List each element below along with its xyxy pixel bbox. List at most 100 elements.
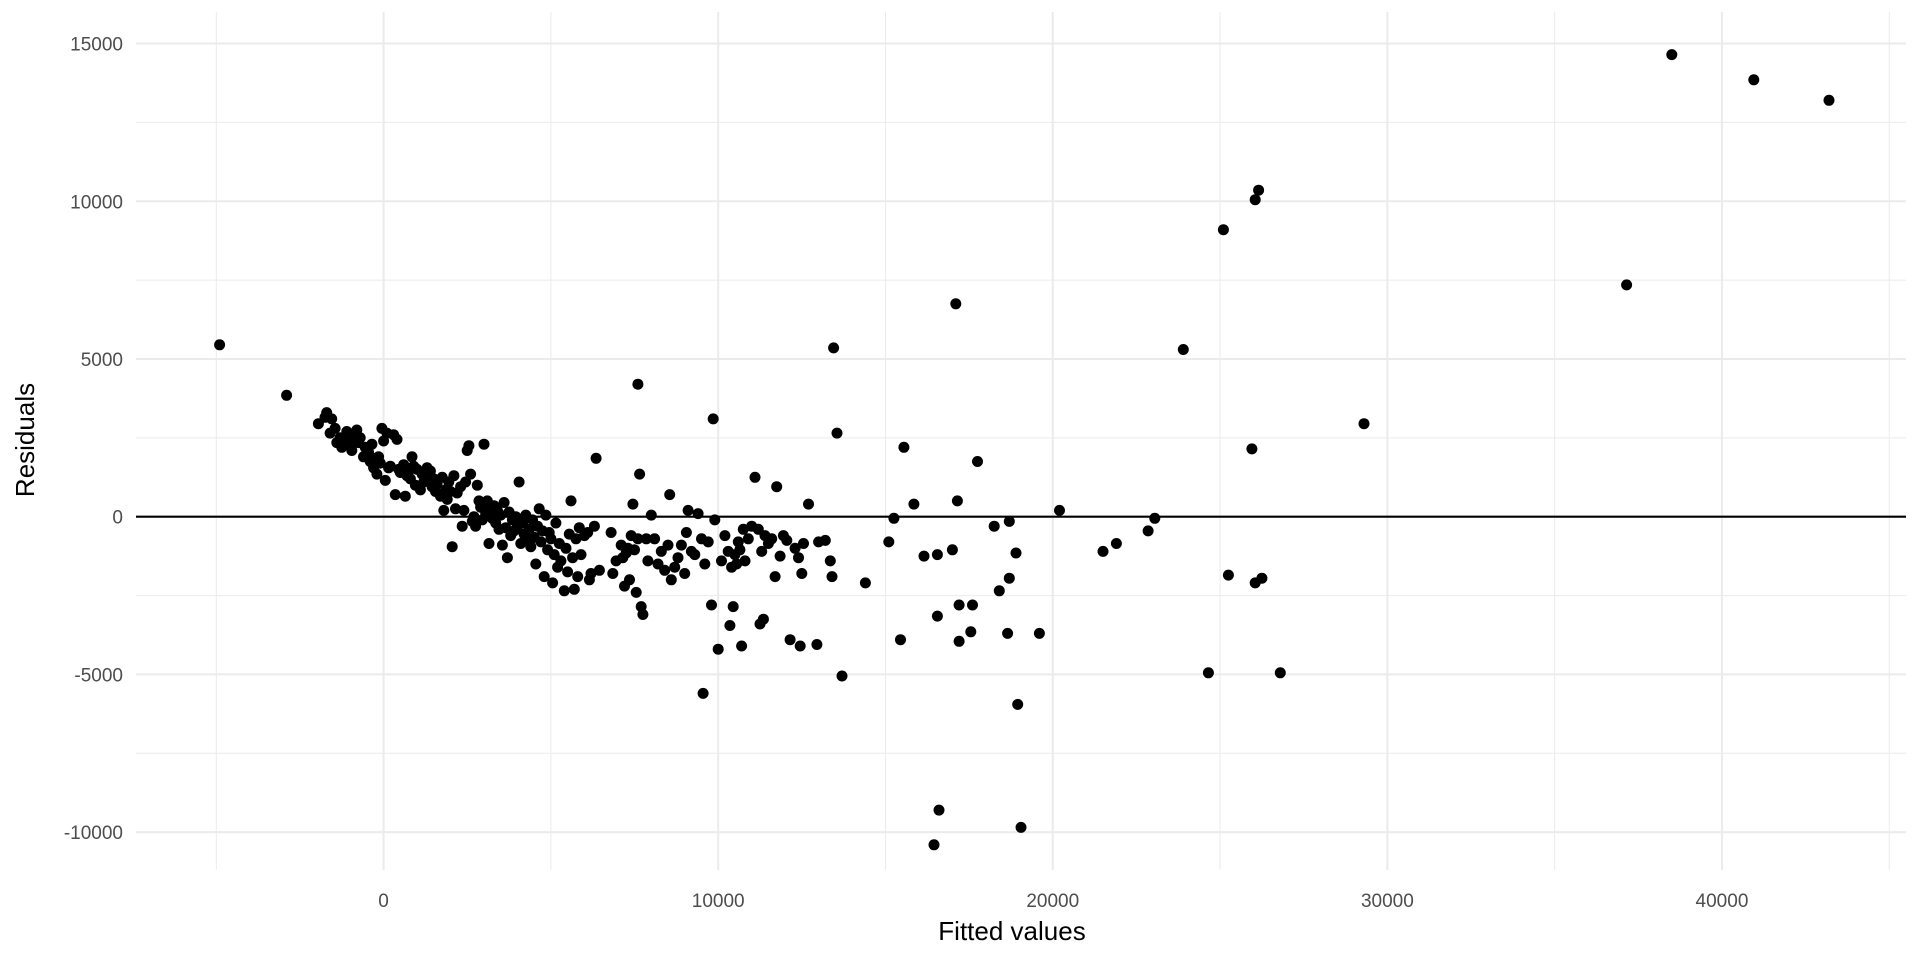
data-point — [1621, 279, 1633, 291]
data-point — [632, 533, 644, 545]
data-point — [1097, 545, 1109, 557]
data-point — [709, 514, 721, 526]
data-point — [712, 643, 724, 655]
data-point — [794, 640, 806, 652]
data-point — [523, 523, 535, 535]
data-point — [988, 520, 1000, 532]
data-point — [567, 552, 579, 564]
data-point — [607, 568, 619, 579]
data-point — [859, 577, 871, 589]
data-point — [588, 520, 600, 532]
data-point — [1217, 224, 1229, 236]
data-point — [550, 517, 562, 529]
y-axis-title: Residuals — [10, 383, 40, 497]
data-points — [214, 49, 1835, 851]
data-point — [1823, 94, 1835, 106]
data-point — [719, 530, 731, 542]
data-point — [1246, 443, 1258, 455]
data-point — [391, 433, 403, 445]
data-point — [918, 550, 930, 562]
data-point — [572, 571, 584, 583]
data-point — [1002, 627, 1014, 639]
data-point — [535, 536, 547, 548]
data-point — [803, 498, 814, 510]
data-point — [1015, 821, 1027, 833]
data-point — [406, 451, 418, 463]
data-point — [796, 568, 808, 579]
data-point — [702, 536, 714, 548]
data-point — [824, 555, 836, 567]
data-point — [898, 441, 910, 453]
x-tick-label: 0 — [378, 891, 389, 912]
data-point — [1149, 512, 1161, 524]
data-point — [649, 533, 661, 545]
data-point — [724, 620, 736, 631]
data-point — [463, 440, 475, 452]
data-point — [716, 555, 727, 567]
y-tick-label: -5000 — [74, 665, 123, 686]
data-point — [784, 634, 796, 646]
y-tick-label: 5000 — [81, 350, 123, 371]
data-point — [662, 539, 674, 551]
data-point — [565, 495, 577, 507]
data-point — [1142, 525, 1154, 537]
data-point — [399, 490, 411, 502]
data-point — [384, 460, 396, 472]
y-tick-label: 10000 — [70, 192, 123, 213]
data-point — [496, 539, 508, 551]
x-axis-tick-labels: 0 10000 20000 30000 40000 — [378, 891, 1748, 912]
data-point — [354, 432, 366, 444]
data-point — [573, 522, 585, 534]
data-point — [950, 298, 962, 310]
data-point — [707, 413, 719, 425]
data-point — [438, 504, 450, 516]
data-point — [1202, 667, 1214, 679]
data-point — [665, 574, 677, 586]
data-point — [664, 489, 676, 501]
data-point — [1358, 418, 1370, 430]
data-point — [530, 558, 542, 570]
y-tick-label: -10000 — [64, 823, 123, 844]
data-point — [1054, 504, 1065, 516]
data-point — [757, 613, 769, 625]
data-point — [329, 422, 341, 434]
data-point — [627, 498, 639, 510]
y-tick-label: 15000 — [70, 35, 123, 56]
data-point — [669, 561, 681, 573]
data-point — [811, 639, 823, 650]
data-point — [637, 609, 649, 620]
data-point — [883, 536, 895, 548]
data-point — [540, 509, 552, 521]
data-point — [568, 583, 580, 595]
data-point — [1748, 74, 1760, 86]
data-point — [675, 539, 687, 551]
data-point — [562, 566, 574, 578]
data-point — [659, 564, 671, 576]
data-point — [460, 476, 472, 488]
data-point — [781, 534, 793, 546]
data-point — [756, 545, 768, 557]
data-point — [798, 538, 809, 549]
data-point — [468, 511, 480, 523]
data-point — [630, 586, 642, 598]
data-point — [749, 471, 761, 483]
data-point — [366, 438, 378, 450]
x-tick-label: 30000 — [1361, 891, 1414, 912]
data-point — [379, 474, 391, 486]
data-point — [731, 558, 743, 570]
data-point — [590, 452, 602, 464]
data-point — [953, 635, 965, 647]
data-point — [793, 552, 804, 564]
data-point — [931, 549, 943, 561]
data-point — [933, 804, 945, 816]
data-point — [965, 626, 977, 638]
data-point — [570, 533, 582, 545]
data-point — [558, 585, 570, 597]
data-point — [679, 568, 691, 579]
data-point — [471, 479, 483, 491]
data-point — [1253, 184, 1265, 196]
data-point — [498, 497, 510, 508]
data-point — [495, 509, 507, 521]
data-point — [672, 552, 684, 564]
